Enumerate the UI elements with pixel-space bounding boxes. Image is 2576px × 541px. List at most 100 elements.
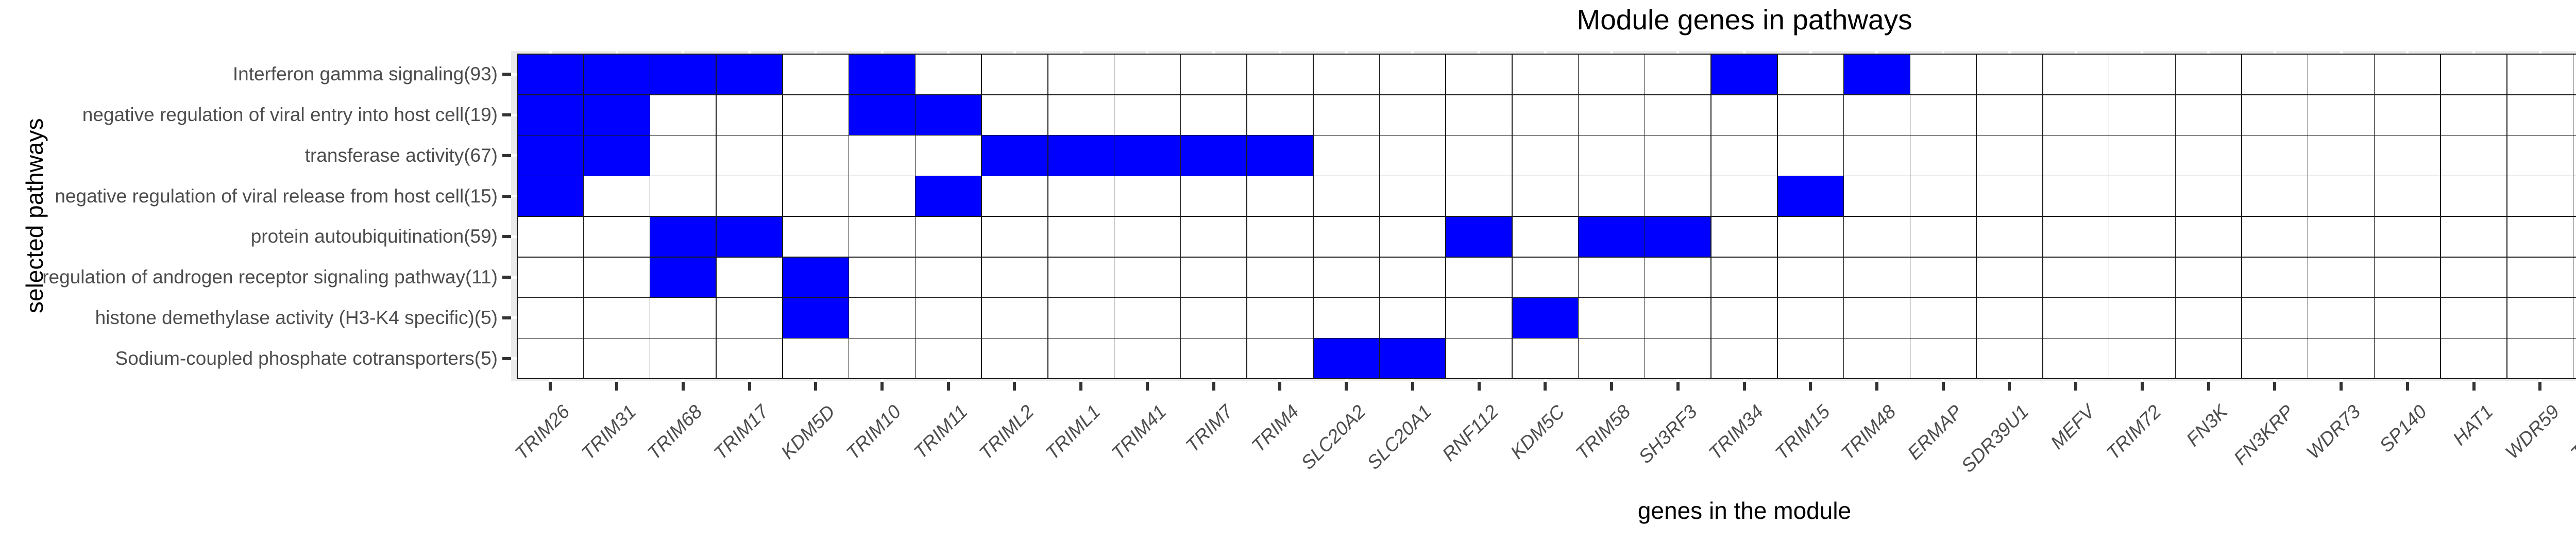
heatmap-cell — [782, 54, 849, 95]
x-axis-label: TRIM34 — [1704, 401, 1768, 464]
heatmap-cell — [849, 54, 916, 95]
y-axis-label: protein autoubiquitination(59) — [250, 226, 498, 247]
heatmap-cell — [1645, 94, 1711, 136]
y-axis-tick — [502, 235, 511, 239]
heatmap-cell — [1976, 297, 2043, 339]
y-axis-label: negative regulation of viral entry into … — [82, 104, 498, 126]
heatmap-cell — [2109, 216, 2176, 257]
heatmap-cell — [1777, 135, 1844, 176]
heatmap-cell — [2109, 54, 2176, 95]
x-axis-tick — [2140, 382, 2144, 391]
heatmap-cell — [1976, 54, 2043, 95]
x-axis-label: TRIM41 — [1107, 401, 1171, 464]
heatmap-cell — [915, 135, 982, 176]
heatmap-cell — [1446, 297, 1512, 339]
heatmap-cell — [583, 216, 650, 257]
heatmap-cell — [2506, 135, 2573, 176]
heatmap-cell — [1047, 135, 1114, 176]
heatmap-cell — [1976, 338, 2043, 379]
heatmap-cell — [1711, 257, 1777, 298]
heatmap-cell — [650, 176, 717, 216]
heatmap-cell — [1114, 176, 1181, 216]
heatmap-cell — [716, 54, 783, 95]
heatmap-cell — [1843, 176, 1910, 216]
cell-border-horizontal — [517, 54, 2576, 55]
heatmap-cell — [915, 257, 982, 298]
heatmap-cell — [716, 176, 783, 216]
y-axis-tick — [502, 73, 511, 76]
heatmap-cell — [1711, 176, 1777, 216]
heatmap-cell — [1180, 54, 1247, 95]
heatmap-cell — [915, 297, 982, 339]
heatmap-cell — [2374, 297, 2441, 339]
heatmap-cell — [1843, 54, 1910, 95]
y-axis-tick — [502, 357, 511, 360]
heatmap-cell — [2308, 176, 2375, 216]
heatmap-cell — [849, 135, 916, 176]
heatmap-cell — [2241, 338, 2308, 379]
heatmap-cell — [1976, 94, 2043, 136]
heatmap-cell — [2241, 135, 2308, 176]
y-axis-label: transferase activity(67) — [304, 144, 498, 166]
heatmap-cell — [1446, 257, 1512, 298]
heatmap-cell — [1645, 338, 1711, 379]
x-axis-tick — [1742, 382, 1746, 391]
cell-border-horizontal — [517, 175, 2576, 176]
heatmap-cell — [1711, 94, 1777, 136]
heatmap-cell — [1247, 297, 1313, 339]
heatmap-cell — [1512, 176, 1579, 216]
heatmap-cell — [1512, 338, 1579, 379]
heatmap-cell — [2573, 176, 2576, 216]
heatmap-cell — [1512, 297, 1579, 339]
heatmap-cell — [915, 176, 982, 216]
heatmap-cell — [915, 94, 982, 136]
cell-border-horizontal — [517, 257, 2576, 258]
heatmap-cell — [1578, 54, 1645, 95]
heatmap-cell — [1047, 297, 1114, 339]
heatmap-cell — [517, 297, 584, 339]
heatmap-cell — [2308, 54, 2375, 95]
x-axis-tick — [1610, 382, 1614, 391]
x-axis-label: TRIM15 — [1771, 401, 1834, 464]
x-axis-label: WDR73 — [2302, 401, 2365, 463]
x-axis-tick — [1809, 382, 1812, 391]
heatmap-cell — [2573, 94, 2576, 136]
heatmap-cell — [2506, 257, 2573, 298]
heatmap-cell — [2441, 216, 2507, 257]
heatmap-cell — [1379, 54, 1446, 95]
heatmap-cell — [1578, 94, 1645, 136]
heatmap-cell — [2175, 216, 2242, 257]
cell-border-horizontal — [517, 134, 2576, 136]
y-axis-label: histone demethylase activity (H3-K4 spec… — [95, 307, 498, 328]
heatmap-cell — [2175, 297, 2242, 339]
heatmap-cell — [2042, 216, 2109, 257]
x-axis-label: KDM5D — [776, 401, 839, 463]
x-axis-label: KDM5C — [1506, 401, 1569, 463]
y-axis-label: Sodium-coupled phosphate cotransporters(… — [115, 347, 498, 369]
heatmap-cell — [2506, 94, 2573, 136]
x-axis-label: ERMAP — [1903, 401, 1967, 464]
x-axis-tick — [1411, 382, 1414, 391]
heatmap-cell — [1313, 135, 1380, 176]
heatmap-cell — [782, 176, 849, 216]
x-axis-label: TRIM40 — [2566, 401, 2576, 464]
y-axis-tick — [502, 194, 511, 198]
heatmap-cell — [1711, 54, 1777, 95]
heatmap-cell — [2042, 297, 2109, 339]
cell-border-horizontal — [517, 337, 2576, 339]
heatmap-cell — [2573, 257, 2576, 298]
heatmap-cell — [1578, 216, 1645, 257]
heatmap-cell — [2573, 54, 2576, 95]
heatmap-cell — [849, 94, 916, 136]
heatmap-cell — [2109, 257, 2176, 298]
x-axis-tick — [2340, 382, 2343, 391]
heatmap-cell — [782, 257, 849, 298]
heatmap-cell — [981, 257, 1048, 298]
heatmap-cell — [583, 297, 650, 339]
heatmap-cell — [517, 257, 584, 298]
x-axis-label: FN3K — [2182, 401, 2232, 450]
heatmap-cell — [517, 216, 584, 257]
heatmap-cell — [1180, 135, 1247, 176]
heatmap-cell — [2241, 94, 2308, 136]
x-axis-tick — [1345, 382, 1348, 391]
